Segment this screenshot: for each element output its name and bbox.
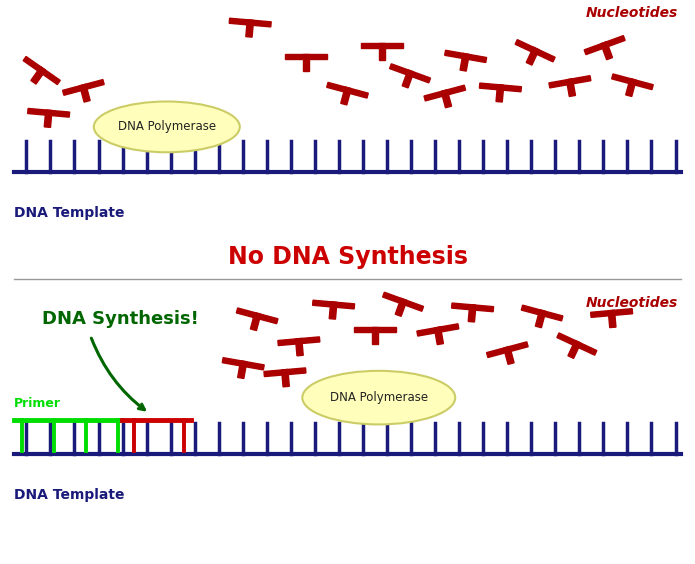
Polygon shape [526,47,539,65]
Polygon shape [264,368,306,377]
Polygon shape [424,85,466,101]
Polygon shape [329,302,337,319]
Polygon shape [313,300,354,309]
Text: Primer: Primer [14,396,61,410]
Text: DNA Template: DNA Template [14,206,124,220]
Polygon shape [417,324,459,336]
Polygon shape [535,310,546,328]
Polygon shape [468,305,476,322]
Polygon shape [250,312,261,331]
Polygon shape [278,337,320,346]
Ellipse shape [302,371,455,424]
Polygon shape [379,43,385,59]
Polygon shape [480,83,521,92]
Text: No DNA Synthesis: No DNA Synthesis [227,245,468,268]
Polygon shape [341,87,351,105]
Polygon shape [601,42,612,60]
Polygon shape [281,369,289,387]
Polygon shape [295,338,303,356]
Polygon shape [238,361,247,378]
Polygon shape [612,74,653,90]
Polygon shape [28,108,70,117]
Text: Nucleotides: Nucleotides [585,6,678,20]
Polygon shape [557,333,597,355]
Polygon shape [608,310,616,328]
Polygon shape [327,82,368,98]
Polygon shape [80,84,90,102]
Polygon shape [452,303,493,312]
Polygon shape [504,346,514,364]
Text: DNA Template: DNA Template [14,488,124,502]
Polygon shape [445,50,486,63]
Polygon shape [515,39,555,62]
Polygon shape [236,308,278,324]
Text: DNA Synthesis!: DNA Synthesis! [42,310,199,328]
Polygon shape [373,327,378,344]
Polygon shape [496,85,504,102]
Polygon shape [591,309,632,318]
Polygon shape [434,327,443,345]
Polygon shape [486,342,528,358]
Polygon shape [584,36,625,55]
Polygon shape [390,64,430,83]
Polygon shape [441,90,452,108]
Polygon shape [521,305,563,321]
Polygon shape [566,79,575,96]
Polygon shape [222,358,264,370]
Polygon shape [354,327,396,333]
Polygon shape [549,76,591,88]
Polygon shape [44,110,52,127]
Polygon shape [395,298,407,316]
Text: Nucleotides: Nucleotides [585,296,678,310]
Polygon shape [460,54,469,71]
Polygon shape [23,56,60,85]
Polygon shape [63,80,104,95]
Polygon shape [303,54,309,70]
Polygon shape [383,292,423,311]
Polygon shape [246,20,254,37]
Polygon shape [285,54,327,59]
Text: DNA Polymerase: DNA Polymerase [329,391,428,404]
Polygon shape [31,67,46,84]
Polygon shape [626,78,636,96]
Ellipse shape [94,102,240,152]
Polygon shape [361,43,403,47]
Polygon shape [402,70,414,88]
Polygon shape [568,341,581,358]
Text: DNA Polymerase: DNA Polymerase [117,120,216,134]
Polygon shape [229,18,271,27]
